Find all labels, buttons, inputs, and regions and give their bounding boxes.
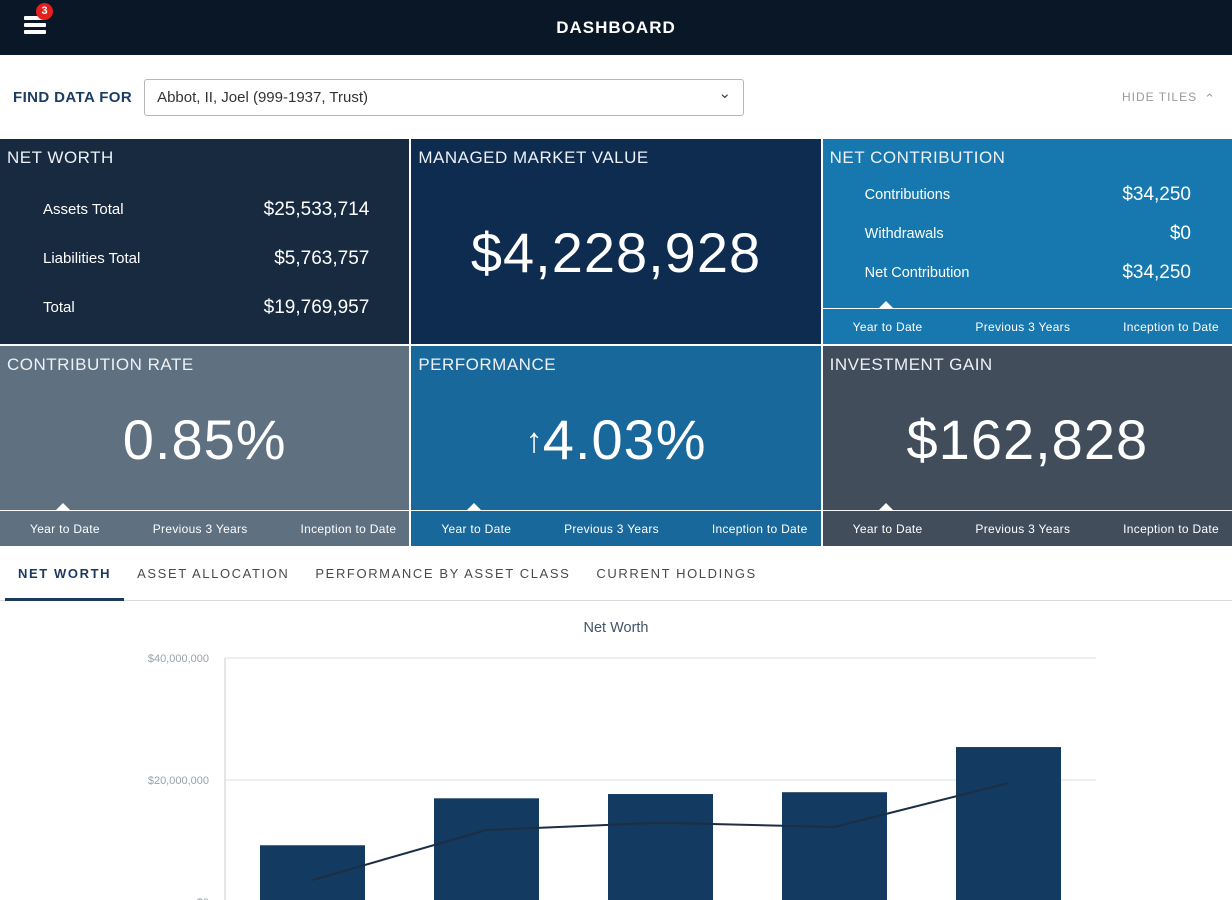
investment-gain-value: $162,828 xyxy=(906,407,1149,471)
chevron-up-icon: ⌃ xyxy=(1204,91,1216,106)
row-label: Assets Total xyxy=(43,201,124,218)
tile-title: INVESTMENT GAIN xyxy=(829,355,993,374)
tile-value-wrap: ↑4.03% xyxy=(411,380,820,510)
period-indicator xyxy=(466,503,483,511)
tile-title: MANAGED MARKET VALUE xyxy=(418,148,649,167)
row-value: $5,763,757 xyxy=(274,247,370,269)
row-value: $0 xyxy=(1169,222,1191,244)
tile-title: NET CONTRIBUTION xyxy=(829,148,1006,167)
period-year-to-date[interactable]: Year to Date xyxy=(30,521,100,536)
summary-tiles: NET WORTH Assets Total $25,533,714 Liabi… xyxy=(0,139,1232,546)
period-previous-3-years[interactable]: Previous 3 Years xyxy=(564,521,659,536)
chart-title: Net Worth xyxy=(583,620,649,636)
row-net-contribution: Net Contribution $34,250 xyxy=(823,253,1232,292)
period-selector: Year to Date Previous 3 Years Inception … xyxy=(822,301,1232,344)
row-label: Liabilities Total xyxy=(43,250,141,267)
row-contributions: Contributions $34,250 xyxy=(823,175,1232,214)
period-previous-3-years[interactable]: Previous 3 Years xyxy=(975,319,1071,334)
tile-performance: PERFORMANCE ↑4.03% Year to Date Previous… xyxy=(411,346,821,546)
period-indicator xyxy=(55,503,71,511)
period-selector: Year to Date Previous 3 Years Inception … xyxy=(0,503,410,546)
row-label: Net Contribution xyxy=(864,264,970,281)
menu-button[interactable]: 3 xyxy=(24,3,53,40)
page-title: DASHBOARD xyxy=(556,18,676,37)
row-label: Total xyxy=(43,299,75,316)
hide-tiles-label: HIDE TILES xyxy=(1121,90,1198,104)
find-data-for-label: FIND DATA FOR xyxy=(13,88,133,106)
tile-managed-market-value: MANAGED MARKET VALUE $4,228,928 xyxy=(411,139,821,344)
svg-text:$40,000,000: $40,000,000 xyxy=(148,653,209,665)
tile-title: CONTRIBUTION RATE xyxy=(7,355,194,374)
detail-tabs: NET WORTH ASSET ALLOCATION PERFORMANCE B… xyxy=(0,546,1232,601)
hamburger-icon xyxy=(24,16,52,34)
account-select[interactable]: Abbot, II, Joel (999-1937, Trust) ⌄ xyxy=(144,78,745,116)
notification-badge: 3 xyxy=(36,3,53,20)
tab-net-worth[interactable]: NET WORTH xyxy=(5,546,125,601)
row-value: $34,250 xyxy=(1122,261,1191,283)
tile-title: NET WORTH xyxy=(7,148,114,167)
tile-value-wrap: 0.85% xyxy=(0,380,409,510)
svg-text:$0: $0 xyxy=(197,897,209,900)
contribution-rate-value: 0.85% xyxy=(122,407,287,471)
period-selector: Year to Date Previous 3 Years Inception … xyxy=(822,503,1232,546)
top-bar: 3 DASHBOARD xyxy=(0,0,1232,55)
tile-net-contribution: NET CONTRIBUTION Contributions $34,250 W… xyxy=(822,139,1232,344)
row-value: $25,533,714 xyxy=(263,198,370,220)
tile-title: PERFORMANCE xyxy=(418,355,557,374)
find-data-bar: FIND DATA FOR Abbot, II, Joel (999-1937,… xyxy=(0,55,1232,139)
row-assets-total: Assets Total $25,533,714 xyxy=(0,185,409,234)
tile-value-wrap: $4,228,928 xyxy=(411,173,820,344)
period-selector: Year to Date Previous 3 Years Inception … xyxy=(411,503,821,546)
performance-value: ↑4.03% xyxy=(525,407,706,472)
svg-text:$20,000,000: $20,000,000 xyxy=(148,775,209,787)
row-label: Contributions xyxy=(864,186,951,203)
tab-current-holdings[interactable]: CURRENT HOLDINGS xyxy=(596,565,757,581)
net-contribution-rows: Contributions $34,250 Withdrawals $0 Net… xyxy=(823,175,1232,292)
period-inception-to-date[interactable]: Inception to Date xyxy=(1123,319,1219,334)
period-previous-3-years[interactable]: Previous 3 Years xyxy=(152,521,248,536)
up-arrow-icon: ↑ xyxy=(525,421,543,460)
chevron-down-icon: ⌄ xyxy=(718,85,732,102)
period-previous-3-years[interactable]: Previous 3 Years xyxy=(975,521,1071,536)
period-indicator xyxy=(877,503,894,511)
row-withdrawals: Withdrawals $0 xyxy=(823,214,1232,253)
row-total: Total $19,769,957 xyxy=(0,283,409,332)
tab-performance-by-asset-class[interactable]: PERFORMANCE BY ASSET CLASS xyxy=(315,565,571,581)
period-inception-to-date[interactable]: Inception to Date xyxy=(711,521,808,536)
tile-investment-gain: INVESTMENT GAIN $162,828 Year to Date Pr… xyxy=(822,346,1232,546)
tile-value-wrap: $162,828 xyxy=(823,380,1232,510)
net-worth-chart-section: Net Worth $0 $20,000,000 $40,000,000 xyxy=(0,601,1232,900)
tab-asset-allocation[interactable]: ASSET ALLOCATION xyxy=(137,565,290,581)
period-year-to-date[interactable]: Year to Date xyxy=(441,521,512,536)
hide-tiles-button[interactable]: HIDE TILES ⌃ xyxy=(1121,89,1216,106)
period-inception-to-date[interactable]: Inception to Date xyxy=(300,521,397,536)
managed-market-value: $4,228,928 xyxy=(470,221,762,284)
performance-percent: 4.03% xyxy=(542,407,707,471)
row-liabilities-total: Liabilities Total $5,763,757 xyxy=(0,234,409,283)
period-year-to-date[interactable]: Year to Date xyxy=(852,319,923,334)
tile-net-worth: NET WORTH Assets Total $25,533,714 Liabi… xyxy=(0,139,410,344)
row-value: $19,769,957 xyxy=(263,296,370,318)
period-year-to-date[interactable]: Year to Date xyxy=(852,521,923,536)
period-indicator xyxy=(877,301,894,309)
net-worth-rows: Assets Total $25,533,714 Liabilities Tot… xyxy=(0,185,409,332)
tile-contribution-rate: CONTRIBUTION RATE 0.85% Year to Date Pre… xyxy=(0,346,410,546)
period-inception-to-date[interactable]: Inception to Date xyxy=(1123,521,1219,536)
row-value: $34,250 xyxy=(1122,183,1191,205)
net-worth-chart: $0 $20,000,000 $40,000,000 xyxy=(148,653,1096,900)
account-select-value: Abbot, II, Joel (999-1937, Trust) xyxy=(157,88,369,106)
row-label: Withdrawals xyxy=(864,225,944,242)
